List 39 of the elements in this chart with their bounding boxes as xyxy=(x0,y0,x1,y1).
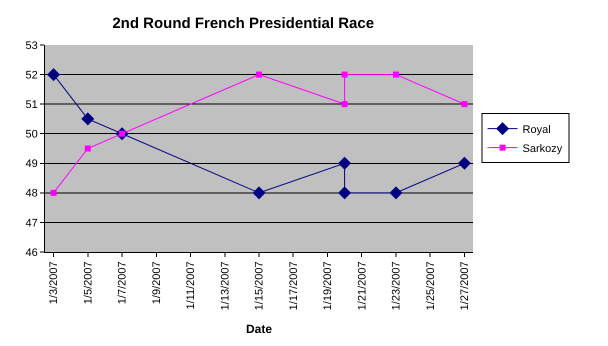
legend-label: Sarkozy xyxy=(522,142,563,155)
legend-label: Royal xyxy=(522,124,551,136)
x-tick-label: 1/17/2007 xyxy=(288,261,300,310)
y-tick-label: 46 xyxy=(26,246,38,259)
y-tick-label: 52 xyxy=(26,69,38,82)
point xyxy=(81,112,94,126)
x-tick-label: 1/13/2007 xyxy=(219,261,232,310)
x-tick-label: 1/7/2007 xyxy=(116,261,129,304)
x-tick-label: 1/9/2007 xyxy=(150,261,163,304)
x-tick-label: 1/25/2007 xyxy=(424,261,437,310)
x-tick-label: 1/19/2007 xyxy=(322,261,334,310)
point xyxy=(338,186,352,200)
x-tick-label: 1/3/2007 xyxy=(48,261,60,304)
point xyxy=(84,146,91,152)
x-tick-label: 1/5/2007 xyxy=(82,261,94,304)
point xyxy=(252,186,266,200)
point xyxy=(458,156,471,170)
y-tick-label: 49 xyxy=(26,158,38,170)
x-tick-label: 1/23/2007 xyxy=(390,261,403,310)
x-tick-label: 1/21/2007 xyxy=(356,261,368,310)
point xyxy=(389,186,402,200)
x-tick-label: 1/15/2007 xyxy=(254,261,266,310)
point xyxy=(256,72,262,78)
point xyxy=(392,72,399,78)
point xyxy=(342,72,348,78)
y-tick-label: 48 xyxy=(26,188,38,200)
point xyxy=(461,101,468,108)
x-axis-title: Date xyxy=(246,322,272,336)
point xyxy=(338,156,352,170)
chart-title: 2nd Round French Presidential Race xyxy=(112,14,374,32)
x-tick-label: 1/27/2007 xyxy=(459,261,472,310)
x-tick-label: 1/11/2007 xyxy=(185,261,198,310)
y-tick-label: 53 xyxy=(26,40,38,52)
y-tick-label: 47 xyxy=(26,217,38,230)
y-tick-label: 51 xyxy=(26,98,38,111)
point xyxy=(342,101,348,108)
point xyxy=(50,190,57,196)
y-tick-label: 50 xyxy=(26,128,38,141)
point xyxy=(47,68,60,82)
